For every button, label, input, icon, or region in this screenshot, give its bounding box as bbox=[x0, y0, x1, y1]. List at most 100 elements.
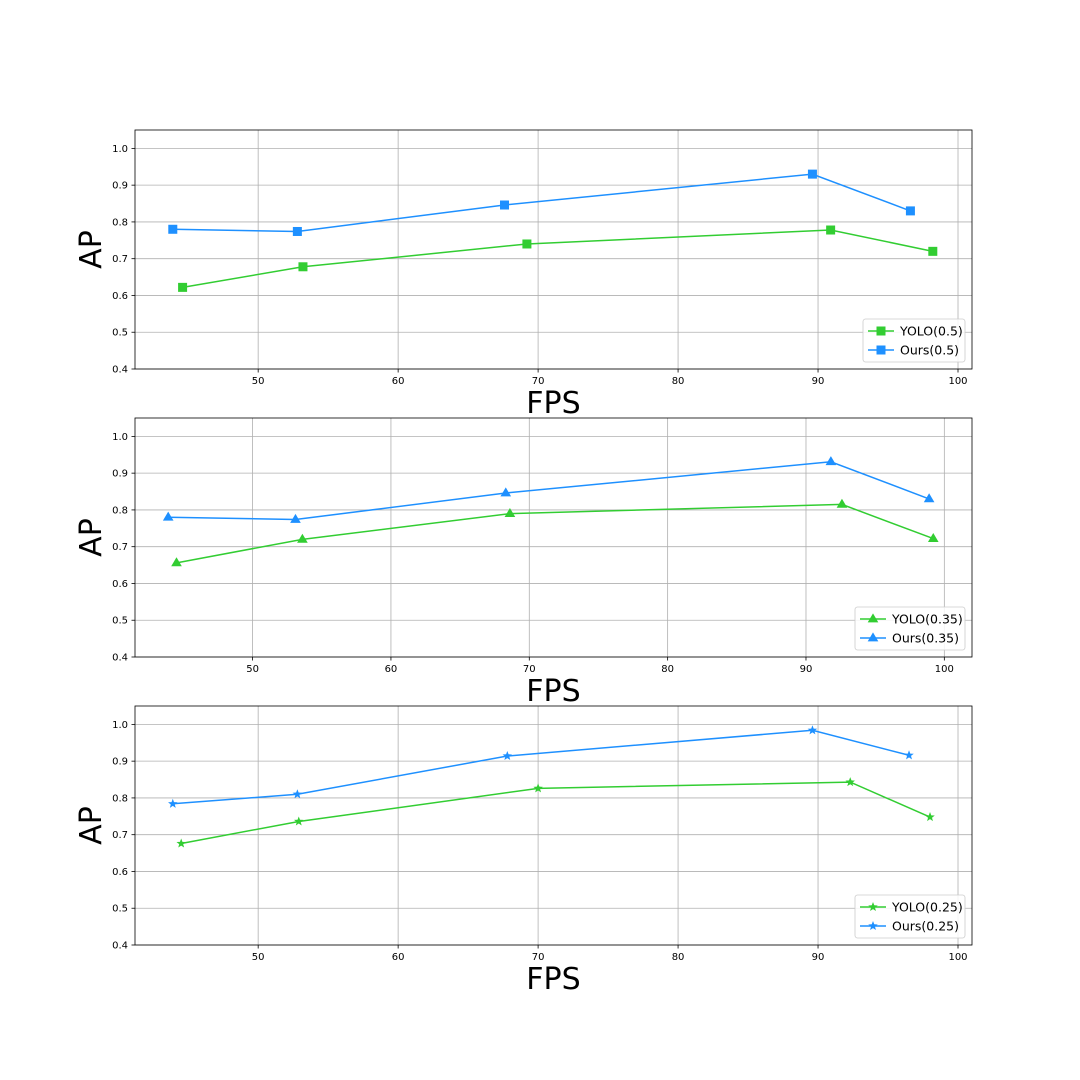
series-line bbox=[172, 729, 910, 805]
chart-panel-1: 50 60 70 80 90 100 0.4 0.5 0.6 0.7 0.8 0.9 1.0 FPS AP Y… bbox=[74, 129, 973, 421]
x-tick-label: 50 bbox=[246, 664, 259, 675]
data-point bbox=[500, 200, 510, 210]
data-point bbox=[178, 282, 188, 292]
plot-frame bbox=[134, 129, 973, 370]
x-tick-label: 60 bbox=[392, 376, 405, 387]
x-tick-label: 90 bbox=[800, 664, 813, 675]
y-tick-label: 0.8 bbox=[112, 217, 128, 228]
y-tick-label: 0.5 bbox=[112, 904, 128, 915]
legend-marker bbox=[868, 921, 878, 931]
y-tick-label: 0.4 bbox=[112, 653, 128, 664]
legend-label: Ours(0.5) bbox=[900, 343, 959, 358]
legend-label: YOLO(0.35) bbox=[891, 612, 963, 627]
series-YOLO(0.35) bbox=[171, 498, 939, 567]
data-point bbox=[928, 246, 938, 256]
x-axis-label: FPS bbox=[526, 962, 580, 997]
data-point bbox=[825, 456, 837, 466]
data-point bbox=[927, 533, 939, 542]
legend-box bbox=[854, 894, 966, 939]
y-tick-label: 0.4 bbox=[112, 365, 128, 376]
x-axis-label: FPS bbox=[526, 386, 580, 421]
data-point bbox=[504, 508, 516, 517]
y-tick-label: 1.0 bbox=[112, 720, 128, 731]
data-point bbox=[292, 226, 302, 236]
y-tick-label: 0.4 bbox=[112, 941, 128, 952]
data-point bbox=[807, 169, 817, 179]
y-tick-label: 0.5 bbox=[112, 616, 128, 627]
legend: YOLO(0.35) Ours(0.35) bbox=[854, 606, 966, 651]
y-axis-label: AP bbox=[74, 518, 109, 557]
y-tick-label: 0.6 bbox=[112, 867, 128, 878]
x-tick-label: 80 bbox=[672, 376, 685, 387]
legend-marker bbox=[876, 326, 886, 336]
data-point bbox=[522, 239, 532, 249]
legend-label: YOLO(0.5) bbox=[899, 324, 963, 339]
data-point bbox=[836, 498, 848, 508]
legend-marker bbox=[867, 613, 879, 623]
y-tick-label: 0.9 bbox=[112, 757, 128, 768]
data-point bbox=[168, 224, 178, 234]
plot-frame bbox=[134, 705, 973, 946]
chart-panel-2: 50 60 70 80 90 100 0.4 0.5 0.6 0.7 0.8 0.9 1.0 FPS AP Y… bbox=[74, 417, 973, 709]
x-tick-label: 50 bbox=[252, 376, 265, 387]
data-point bbox=[176, 838, 186, 848]
data-point bbox=[298, 262, 308, 272]
x-axis-label: FPS bbox=[526, 674, 580, 709]
data-point bbox=[826, 225, 836, 235]
x-tick-label: 100 bbox=[948, 952, 967, 963]
series-line bbox=[172, 173, 911, 233]
data-point bbox=[533, 783, 543, 793]
y-axis-label: AP bbox=[74, 230, 109, 269]
x-tick-label: 80 bbox=[661, 664, 674, 675]
data-point bbox=[168, 798, 178, 808]
y-tick-label: 0.7 bbox=[112, 542, 128, 553]
series-Ours(0.35) bbox=[162, 456, 935, 523]
series-line bbox=[168, 460, 930, 521]
x-tick-label: 80 bbox=[672, 952, 685, 963]
legend-marker bbox=[868, 902, 878, 912]
series-line bbox=[176, 503, 934, 564]
y-tick-label: 1.0 bbox=[112, 432, 128, 443]
x-tick-label: 90 bbox=[812, 376, 825, 387]
data-point bbox=[905, 206, 915, 216]
y-tick-label: 0.6 bbox=[112, 291, 128, 302]
y-tick-label: 0.9 bbox=[112, 469, 128, 480]
x-tick-label: 50 bbox=[252, 952, 265, 963]
chart-panel-3: 50 60 70 80 90 100 0.4 0.5 0.6 0.7 0.8 0.9 1.0 FPS AP Y… bbox=[74, 705, 973, 997]
data-point bbox=[171, 557, 182, 567]
plot-frame bbox=[134, 417, 973, 658]
legend-label: YOLO(0.25) bbox=[891, 900, 963, 915]
y-tick-label: 0.7 bbox=[112, 254, 128, 265]
legend-label: Ours(0.25) bbox=[892, 919, 959, 934]
series-Ours(0.5) bbox=[168, 169, 915, 236]
legend-marker bbox=[876, 345, 886, 355]
y-tick-label: 0.8 bbox=[112, 793, 128, 804]
y-tick-label: 0.6 bbox=[112, 579, 128, 590]
x-tick-label: 60 bbox=[392, 952, 405, 963]
legend: YOLO(0.5) Ours(0.5) bbox=[862, 318, 966, 363]
series-YOLO(0.25) bbox=[176, 777, 935, 848]
y-axis-label: AP bbox=[74, 806, 109, 845]
data-point bbox=[502, 751, 513, 761]
data-point bbox=[297, 533, 308, 543]
data-point bbox=[807, 725, 818, 735]
legend: YOLO(0.25) Ours(0.25) bbox=[854, 894, 966, 939]
data-point bbox=[162, 511, 174, 521]
data-point bbox=[925, 812, 935, 822]
series-Ours(0.25) bbox=[168, 725, 914, 808]
x-tick-label: 100 bbox=[935, 664, 954, 675]
y-tick-label: 0.8 bbox=[112, 505, 128, 516]
x-tick-label: 60 bbox=[385, 664, 398, 675]
data-point bbox=[292, 789, 303, 799]
x-tick-label: 70 bbox=[532, 376, 545, 387]
y-tick-label: 0.5 bbox=[112, 328, 128, 339]
y-tick-label: 0.9 bbox=[112, 181, 128, 192]
legend-box bbox=[862, 318, 966, 363]
data-point bbox=[923, 493, 935, 503]
x-tick-label: 70 bbox=[523, 664, 536, 675]
series-YOLO(0.5) bbox=[178, 225, 938, 292]
data-point bbox=[290, 513, 301, 523]
data-point bbox=[904, 750, 914, 760]
legend-marker bbox=[867, 632, 879, 642]
